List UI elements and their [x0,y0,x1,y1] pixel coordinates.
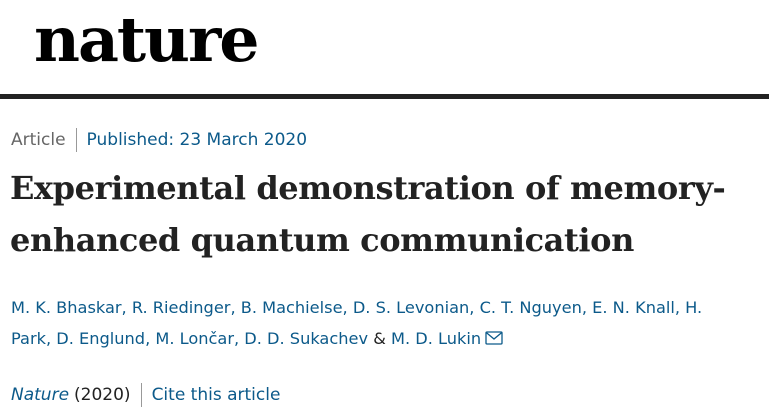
author-link[interactable]: R. Riedinger [131,298,231,317]
author-ampersand: & [373,329,386,348]
author-separator: , [469,298,480,317]
nature-logo[interactable]: nature [34,3,260,76]
author-link[interactable]: B. Machielse [240,298,343,317]
citation-bar: Nature (2020) Cite this article [11,383,280,407]
citation-divider [140,383,142,407]
author-separator: , [230,298,241,317]
article-title-line-2: enhanced quantum communication [10,221,634,259]
masthead: nature [0,0,769,99]
author-links-group[interactable]: Park, D. Englund, M. Lončar, D. D. Sukac… [11,329,369,348]
author-separator: , [342,298,353,317]
author-separator: , [121,298,132,317]
meta-divider [75,128,77,152]
author-list: M. K. Bhaskar, R. Riedinger, B. Machiels… [11,292,761,355]
masthead-rule [0,94,769,99]
author-link[interactable]: D. S. Levonian [352,298,470,317]
article-type: Article [11,130,66,150]
corresponding-author-link[interactable]: M. D. Lukin [391,329,482,348]
cite-this-article-link[interactable]: Cite this article [151,385,281,405]
article-title: Experimental demonstration of memory- en… [10,162,760,266]
author-link[interactable]: M. K. Bhaskar [11,298,122,317]
author-list-line-2: Park, D. Englund, M. Lončar, D. D. Sukac… [11,323,761,355]
author-list-line-1: M. K. Bhaskar, R. Riedinger, B. Machiels… [11,292,761,323]
author-link[interactable]: C. T. Nguyen [479,298,582,317]
author-separator: , [581,298,593,317]
author-link[interactable]: E. N. Knall [592,298,675,317]
author-separator: , [674,298,686,317]
article-meta: Article Published: 23 March 2020 [11,128,307,152]
publication-year: (2020) [74,385,131,405]
article-title-line-1: Experimental demonstration of memory- [10,169,726,207]
published-date: Published: 23 March 2020 [86,130,308,150]
author-link[interactable]: H. [685,298,703,317]
journal-name[interactable]: Nature [11,385,70,405]
envelope-icon[interactable] [485,324,503,355]
